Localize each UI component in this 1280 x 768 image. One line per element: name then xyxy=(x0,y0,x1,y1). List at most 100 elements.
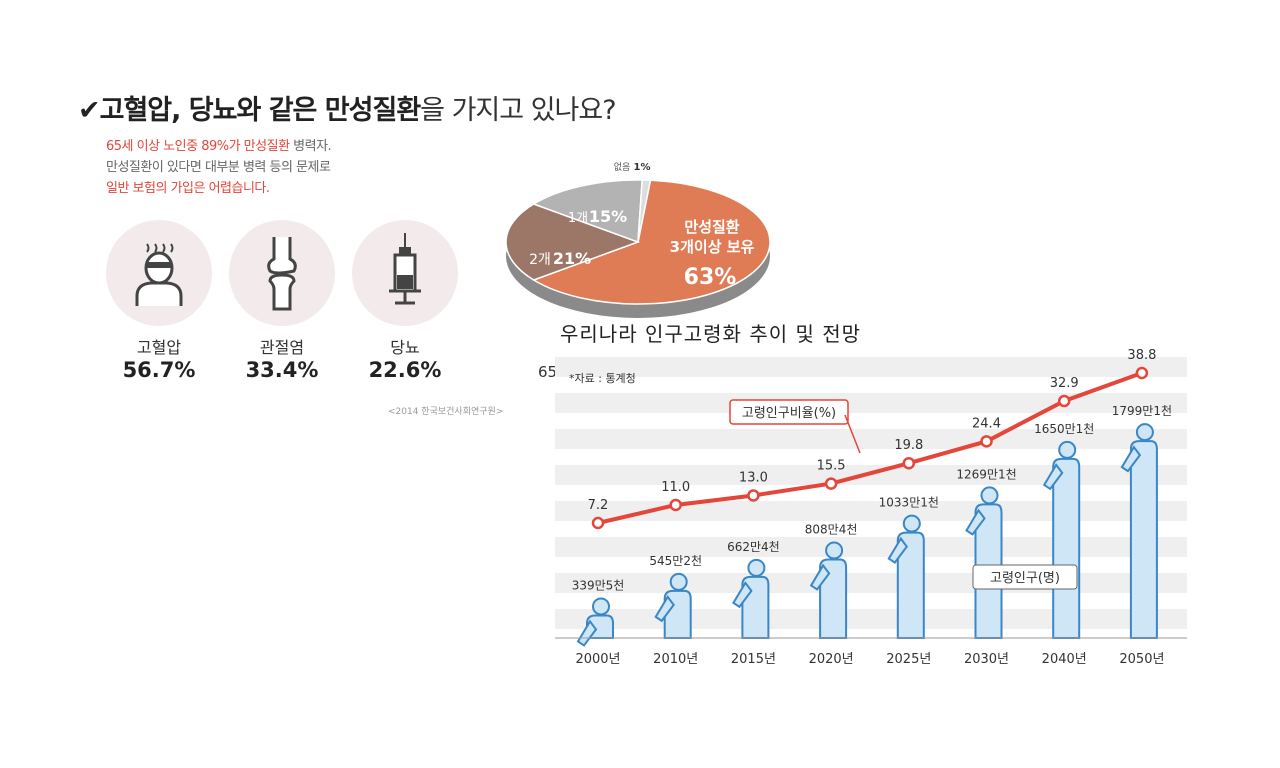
headline-rest: 을 가지고 있나요? xyxy=(420,95,616,126)
disease-diabetes: 당뇨 22.6% xyxy=(352,220,458,382)
grid-band xyxy=(555,501,1187,521)
intro-text: 65세 이상 노인중 89%가 만성질환 병력자. 만성질환이 있다면 대부분 … xyxy=(106,136,332,199)
x-tick-label: 2040년 xyxy=(1042,652,1087,667)
grid-band xyxy=(555,609,1187,629)
figure-arm xyxy=(732,581,753,609)
figure-arm xyxy=(1042,463,1064,491)
population-figure xyxy=(809,541,848,639)
disease-hypertension: 고혈압 56.7% xyxy=(106,220,212,382)
pie-value: 63% xyxy=(684,265,737,290)
pie-slice xyxy=(505,203,641,281)
headline-bold: 고혈압, 당뇨와 같은 만성질환 xyxy=(99,95,422,126)
disease-name: 관절염 xyxy=(259,338,305,357)
figure-arm xyxy=(1120,445,1142,473)
page-headline: ✔고혈압, 당뇨와 같은 만성질환을 가지고 있나요? xyxy=(78,88,617,127)
figure-head xyxy=(902,514,921,533)
intro-line1-rest: 병력자. xyxy=(289,139,332,154)
population-label: 808만4천 xyxy=(805,521,858,536)
chronic-disease-pie-chart: 만성질환 3개이상 보유 63% 2개 21% 1개 15% 없음 1% xyxy=(505,162,771,318)
figure-arm xyxy=(654,595,675,623)
pie-slice xyxy=(637,179,652,243)
ratio-label: 19.8 xyxy=(894,438,923,453)
insulin-syringe-icon xyxy=(352,220,458,326)
population-label: 545만2천 xyxy=(649,553,702,568)
trend-chart-title: 우리나라 인구고령화 추이 및 전망 xyxy=(560,322,862,346)
pie-label: 1개 xyxy=(568,211,588,226)
source-label: *자료 : 통계청 xyxy=(569,372,636,385)
ratio-label: 38.8 xyxy=(1127,348,1156,363)
population-legend-label: 고령인구(명) xyxy=(990,571,1060,586)
pie-value: 1% xyxy=(634,162,651,173)
figure-arm xyxy=(809,563,831,591)
figure-arm xyxy=(576,619,598,647)
population-figure xyxy=(732,558,770,639)
population-figure xyxy=(1120,423,1158,639)
intro-line1-highlight: 65세 이상 노인중 89%가 만성질환 xyxy=(106,139,290,154)
disease-percent: 22.6% xyxy=(368,358,442,382)
population-figure xyxy=(576,597,614,647)
ratio-line xyxy=(597,371,1143,525)
disease-percent: 56.7% xyxy=(122,358,196,382)
ratio-legend-box xyxy=(729,399,849,425)
check-icon: ✔ xyxy=(78,95,101,126)
pie-value: 21% xyxy=(553,249,591,268)
ratio-point xyxy=(902,456,916,470)
pie-slice xyxy=(531,179,643,244)
grid-band xyxy=(555,393,1187,413)
knee-joint-icon xyxy=(229,220,335,326)
population-label: 339만5천 xyxy=(572,577,625,592)
figure-body xyxy=(819,558,848,639)
grid-band xyxy=(555,537,1187,557)
ratio-point xyxy=(591,516,605,530)
pie-label: 3개이상 보유 xyxy=(670,238,755,256)
population-label: 1799만1천 xyxy=(1112,403,1172,418)
figure-head xyxy=(747,558,766,577)
figure-head xyxy=(1058,440,1077,459)
ratio-label: 11.0 xyxy=(661,480,690,495)
figure-head xyxy=(592,597,610,616)
ratio-point xyxy=(980,435,993,448)
x-tick-label: 2030년 xyxy=(964,652,1009,667)
intro-line2: 만성질환이 있다면 대부분 병력 등의 문제로 xyxy=(106,160,331,175)
figure-head xyxy=(669,572,688,591)
ratio-label: 15.5 xyxy=(817,459,846,474)
population-legend: 고령인구(명) xyxy=(972,564,1078,590)
figure-head xyxy=(825,541,844,560)
population-label: 662만4천 xyxy=(727,539,780,554)
x-tick-label: 2050년 xyxy=(1119,652,1164,667)
disease-arthritis: 관절염 33.4% xyxy=(229,220,335,382)
figure-head xyxy=(980,486,999,505)
population-figure xyxy=(1042,440,1081,639)
grid-band xyxy=(555,573,1187,593)
population-label: 1650만1천 xyxy=(1034,421,1094,436)
population-figure xyxy=(654,572,692,639)
population-figure xyxy=(887,514,925,639)
x-tick-label: 2015년 xyxy=(731,652,776,667)
x-tick-label: 2000년 xyxy=(575,652,620,667)
ratio-point xyxy=(824,477,838,490)
x-tick-label: 2010년 xyxy=(653,652,698,667)
x-tick-label: 2020년 xyxy=(809,652,854,667)
aging-trend-chart: *자료 : 통계청 339만5천 545만2천 662만4천 808만4천 1033만1천… xyxy=(555,348,1187,667)
figure-body xyxy=(1052,457,1081,639)
grid-band xyxy=(555,429,1187,449)
patient-with-headache-icon xyxy=(106,220,212,326)
ratio-label: 7.2 xyxy=(588,498,609,513)
ratio-label: 13.0 xyxy=(739,470,768,485)
population-label: 1033만1천 xyxy=(879,495,939,510)
source-note: <2014 한국보건사회연구원> xyxy=(388,407,504,417)
ratio-legend-label: 고령인구비율(%) xyxy=(742,406,836,421)
pie-label: 2개 xyxy=(529,252,551,268)
ratio-point xyxy=(747,489,760,502)
grid-band xyxy=(555,357,1187,377)
population-legend-box xyxy=(972,564,1078,590)
ratio-label: 24.4 xyxy=(972,416,1001,431)
ratio-legend-pointer xyxy=(844,414,861,454)
ratio-label: 32.9 xyxy=(1050,376,1079,391)
pie-label: 없음 xyxy=(614,162,631,173)
x-tick-label: 2025년 xyxy=(886,652,931,667)
figure-arm xyxy=(965,508,986,536)
intro-line3: 일반 보험의 가입은 어렵습니다. xyxy=(106,181,270,196)
figure-head xyxy=(1135,423,1154,442)
disease-percent: 33.4% xyxy=(245,358,319,382)
